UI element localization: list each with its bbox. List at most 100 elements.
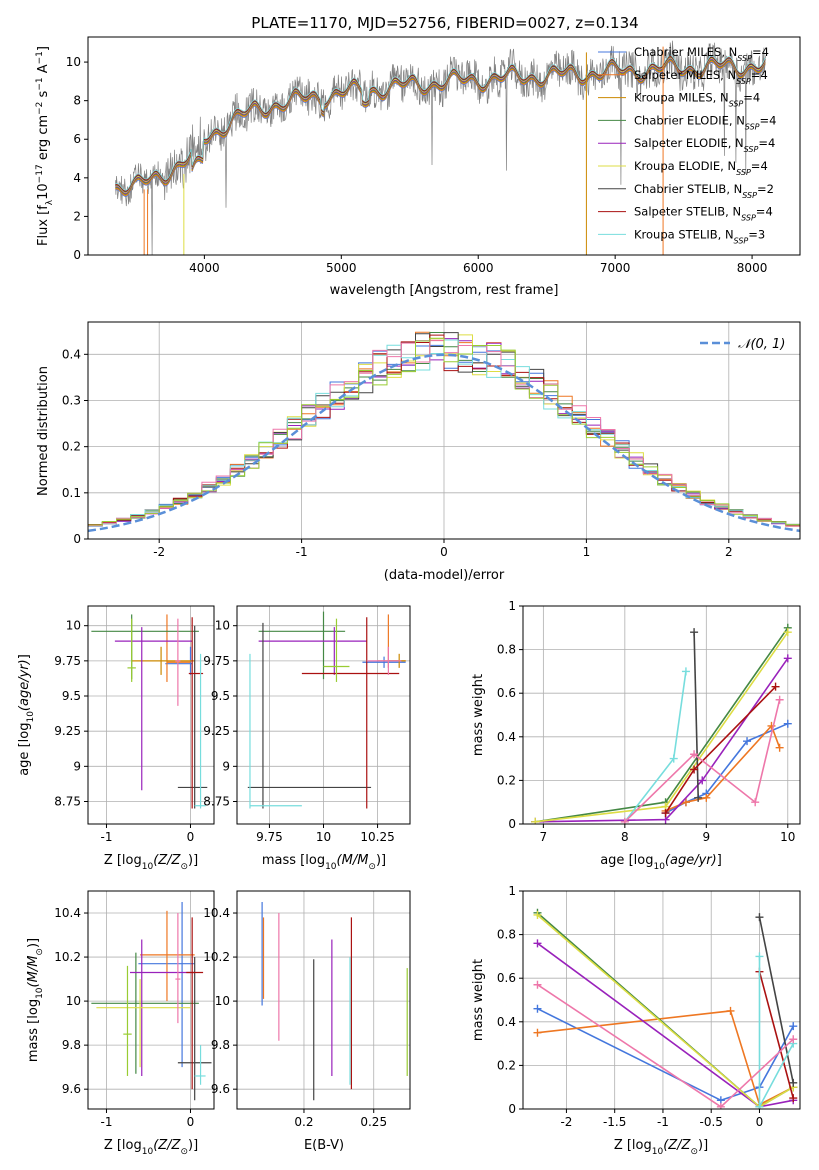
spectrum-legend-label: Kroupa MILES, NSSP=4 — [634, 91, 760, 109]
legend-series-name: Kroupa MILES — [634, 91, 713, 105]
residuals-ytick-label: 0 — [73, 532, 81, 546]
weight-point-marker — [755, 1102, 764, 1109]
weight_vs_age-frame — [522, 605, 801, 825]
mass_vs_ebv-ytick-label: 10.4 — [203, 906, 230, 920]
weight-point-marker — [783, 654, 792, 663]
spectrum-model-line — [115, 60, 766, 196]
legend-n-prefix: N — [727, 68, 736, 82]
spectrum-legend-label: Salpeter MILES, NSSP=4 — [634, 68, 768, 86]
spectrum-ytick-label: 2 — [73, 209, 81, 223]
weight_vs_Z-ytick-label: 0.2 — [497, 1058, 516, 1072]
weight-point-marker — [771, 682, 780, 691]
age_vs_mass-xlabel: mass [log10(M/M⊙)] — [262, 853, 386, 872]
spectrum-ytick-label: 6 — [73, 132, 81, 146]
legend-series-name: Kroupa STELIB — [634, 227, 718, 241]
spectrum-model-line — [115, 59, 766, 196]
weight_vs_Z-ytick-label: 0.4 — [497, 1015, 516, 1029]
weight-point-marker — [533, 980, 542, 989]
legend-n-value: 2 — [767, 182, 774, 196]
mass_vs_Z-xtick-label: -1 — [100, 1115, 112, 1129]
spectrum-ytick-label: 0 — [73, 248, 81, 262]
weight_vs_age-ytick-label: 0.2 — [497, 773, 516, 787]
legend-n-subscript: SSP — [742, 190, 757, 199]
residuals-xtick-label: -2 — [153, 545, 165, 559]
residuals-xtick-label: 1 — [583, 545, 591, 559]
age_vs_mass-xtick-label: 10.25 — [360, 830, 394, 844]
weight_vs_age-xtick-label: 9 — [702, 830, 710, 844]
legend-n-prefix: N — [732, 205, 741, 219]
weight_vs_age-ylabel: mass weight — [471, 674, 486, 756]
weight_vs_Z-axes: -2 -1.5 -1 -0.5 0 0 0.2 0.4 0.6 0.8 1 Z [log10(Z/Z⊙… — [471, 884, 801, 1157]
legend-n-subscript: SSP — [734, 236, 749, 245]
weight-point-marker — [789, 1022, 798, 1031]
spectrum-ytick-label: 4 — [73, 171, 81, 185]
residuals-xtick-label: -1 — [296, 545, 308, 559]
weight_vs_age-series — [531, 623, 792, 824]
age_vs_Z-ytick-label: 8.75 — [54, 794, 81, 808]
age_vs_Z-ytick-label: 9.75 — [54, 654, 81, 668]
legend-n-subscript: SSP — [741, 213, 756, 222]
mass_vs_ebv-ytick-label: 10 — [215, 994, 230, 1008]
weight_vs_Z-xtick-label: -1.5 — [603, 1115, 626, 1129]
weight-point-marker — [531, 817, 540, 824]
mass_vs_Z-frame — [87, 890, 215, 1110]
spectrum-model-line — [115, 54, 766, 191]
spectrum-legend-label: Salpeter STELIB, NSSP=4 — [634, 205, 773, 223]
mass_vs_Z-xtick-label: 0 — [187, 1115, 195, 1129]
spectrum-xtick-label: 7000 — [600, 261, 631, 275]
legend-n-prefix: N — [727, 159, 736, 173]
spectrum-xtick-label: 4000 — [189, 261, 220, 275]
mass_vs_ebv-ytick-label: 9.6 — [211, 1082, 230, 1096]
mass_vs_ebv-axes: 0.2 0.25 9.6 9.8 10 10.2 10.4 E(B-V) — [203, 890, 411, 1153]
spectrum-xtick-label: 8000 — [737, 261, 768, 275]
age_vs_Z-ylabel: age [log10(age/yr)] — [17, 654, 36, 776]
mass_vs_ebv-errorbars — [261, 902, 408, 1101]
weight_vs_age-xtick-label: 10 — [780, 830, 795, 844]
weight_vs_age-ytick-label: 1 — [508, 599, 516, 613]
residuals-ytick-label: 0.4 — [62, 347, 81, 361]
weight_vs_age-xlabel: age [log10(age/yr)] — [600, 853, 722, 872]
weight-point-marker — [789, 1094, 798, 1103]
weight_vs_Z-xtick-label: -0.5 — [699, 1115, 722, 1129]
weight_vs_Z-ytick-label: 0 — [508, 1102, 516, 1116]
mass_vs_ebv-xlabel: E(B-V) — [304, 1138, 344, 1153]
legend-series-name: Salpeter ELODIE — [634, 136, 728, 150]
age_vs_mass-ytick-label: 9 — [222, 759, 230, 773]
age_vs_Z-frame — [87, 605, 215, 825]
legend-n-value: 4 — [762, 45, 769, 59]
legend-n-prefix: N — [735, 136, 744, 150]
mass_vs_ebv-ytick-label: 9.8 — [211, 1038, 230, 1052]
residual-ylabel: Normed distribution — [36, 366, 51, 496]
legend-n-value: 4 — [765, 205, 772, 219]
mass_vs_Z-axes: -1 0 9.6 9.8 10 10.2 10.4 Z [log10(Z/Z⊙)] mass [… — [26, 890, 215, 1157]
mass_vs_Z-ytick-label: 10.2 — [54, 950, 81, 964]
weight-point-marker — [783, 719, 792, 728]
weight-point-marker — [789, 1035, 798, 1044]
mass_vs_Z-ylabel: mass [log10(M/M⊙)] — [26, 938, 45, 1062]
age_vs_Z-ytick-label: 10 — [66, 619, 81, 633]
weight-point-marker — [775, 695, 784, 704]
weight_vs_Z-ytick-label: 0.8 — [497, 928, 516, 942]
mass_vs_Z-xlabel: Z [log10(Z/Z⊙)] — [104, 1138, 198, 1157]
weight_vs_Z-ytick-label: 0.6 — [497, 971, 516, 985]
spectrum-model-line — [115, 58, 766, 194]
legend-n-prefix: N — [720, 91, 729, 105]
legend-n-prefix: N — [729, 45, 738, 59]
mass_vs_Z-ytick-label: 9.6 — [62, 1082, 81, 1096]
legend-n-value: 4 — [760, 159, 767, 173]
normal-curve — [88, 353, 800, 533]
weight-series-line — [535, 657, 789, 823]
age_vs_Z-ytick-label: 9.5 — [62, 689, 81, 703]
age_vs_mass-xtick-label: 9.75 — [256, 830, 283, 844]
weight-series-line — [758, 971, 794, 1099]
age_vs_mass-ytick-label: 9.25 — [203, 724, 230, 738]
weight-series-line — [537, 1007, 794, 1102]
age_vs_Z-xtick-label: -1 — [100, 830, 112, 844]
residuals-frame — [87, 321, 801, 540]
weight_vs_Z-frame — [522, 890, 801, 1110]
spectrum-frame — [87, 36, 801, 256]
spectrum-legend-label: Chabrier ELODIE, NSSP=4 — [634, 113, 776, 130]
weight-point-marker — [681, 667, 690, 676]
weight_vs_Z-ytick-label: 1 — [508, 884, 516, 898]
